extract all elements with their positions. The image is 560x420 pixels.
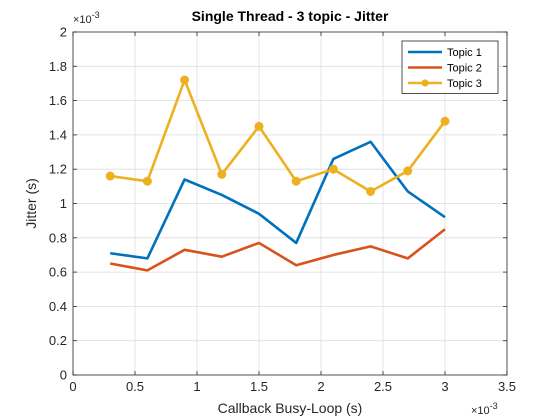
legend-item: Topic 1 [408,47,482,59]
x-tick-label: 3.5 [498,379,516,394]
series-1 [110,140,446,260]
legend-marker [421,79,429,87]
x-axis-title: Callback Busy-Loop (s) [218,400,363,416]
data-point [142,176,152,186]
y-tick-label: 0.8 [49,230,67,245]
data-point [291,176,301,186]
legend-items: Topic 1 Topic 2 Topic 3 [408,47,482,90]
x-tick-label: 1 [193,379,200,394]
y-exponent-power: -3 [92,10,100,20]
y-axis-exponent: ×10-3 [73,10,100,26]
y-tick-label: 0.4 [49,299,67,314]
y-tick-label: 0.6 [49,265,67,280]
y-tick-label: 2 [60,25,67,40]
x-tick-label: 0 [69,379,76,394]
x-tick-label: 2 [317,379,324,394]
y-tick-label: 0 [60,368,67,383]
data-point [180,75,190,85]
data-point [217,169,227,179]
data-point [105,171,115,181]
y-tick-label: 1.8 [49,59,67,74]
y-tick-label: 0.2 [49,333,67,348]
data-point [366,186,376,196]
data-point [328,164,338,174]
series-line [109,228,446,272]
legend-label: Topic 1 [447,47,482,59]
y-tick-label: 1 [60,196,67,211]
x-tick-label: 3 [441,379,448,394]
x-tick-label: 1.5 [250,379,268,394]
legend: Topic 1 Topic 2 Topic 3 [401,40,499,94]
series-line [110,140,446,260]
x-exponent-power: -3 [490,401,498,411]
x-tick-label: 0.5 [126,379,144,394]
series-3 [105,75,450,196]
series-lines [105,75,450,272]
series-line [110,78,447,193]
legend-item: Topic 3 [408,78,482,90]
data-point [440,116,450,126]
tick-labels: 0 0.5 1 1.5 2 2.5 3 3.5 0 0.2 0.4 0.6 0.8 1 1.2 1.4 1.6 1… [49,25,516,395]
legend-label: Topic 3 [447,78,482,90]
x-exponent-base: ×10 [471,405,490,417]
y-exponent-base: ×10 [73,14,92,26]
data-point [403,166,413,176]
x-axis-exponent: ×10-3 [471,401,498,417]
plot-frame [72,31,508,376]
x-tick-label: 2.5 [374,379,392,394]
series-2 [109,228,446,272]
y-tick-label: 1.2 [49,162,67,177]
legend-item: Topic 2 [408,63,482,75]
y-axis-title: Jitter (s) [23,178,39,229]
legend-label: Topic 2 [447,63,482,75]
data-point [254,121,264,131]
y-tick-label: 1.6 [49,93,67,108]
chart-title: Single Thread - 3 topic - Jitter [192,8,389,24]
y-tick-label: 1.4 [49,127,67,142]
